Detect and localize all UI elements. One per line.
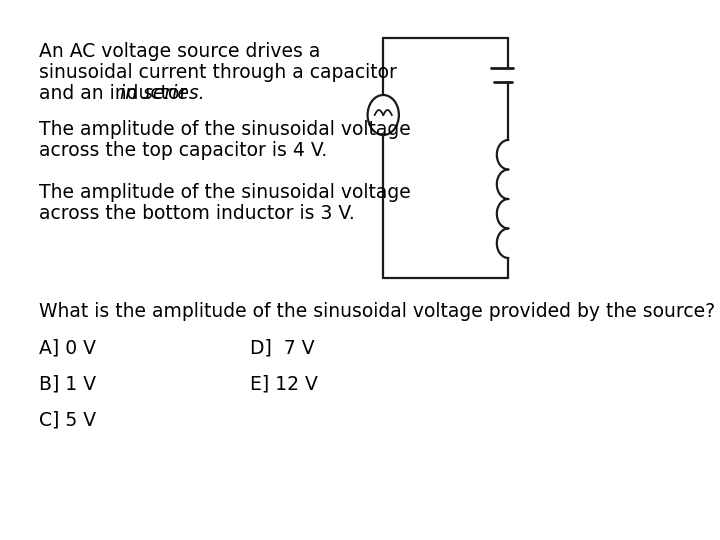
Text: sinusoidal current through a capacitor: sinusoidal current through a capacitor [39,63,397,82]
Text: What is the amplitude of the sinusoidal voltage provided by the source?: What is the amplitude of the sinusoidal … [39,302,715,321]
Text: An AC voltage source drives a: An AC voltage source drives a [39,42,320,61]
Text: E] 12 V: E] 12 V [251,374,318,393]
Text: A] 0 V: A] 0 V [39,338,96,357]
Text: The amplitude of the sinusoidal voltage: The amplitude of the sinusoidal voltage [39,120,411,139]
Text: across the bottom inductor is 3 V.: across the bottom inductor is 3 V. [39,204,355,223]
Text: The amplitude of the sinusoidal voltage: The amplitude of the sinusoidal voltage [39,183,411,202]
Text: B] 1 V: B] 1 V [39,374,96,393]
Text: across the top capacitor is 4 V.: across the top capacitor is 4 V. [39,141,328,160]
Text: D]  7 V: D] 7 V [251,338,315,357]
Text: C] 5 V: C] 5 V [39,410,96,429]
Text: in series.: in series. [120,84,204,103]
Text: and an inductor: and an inductor [39,84,194,103]
